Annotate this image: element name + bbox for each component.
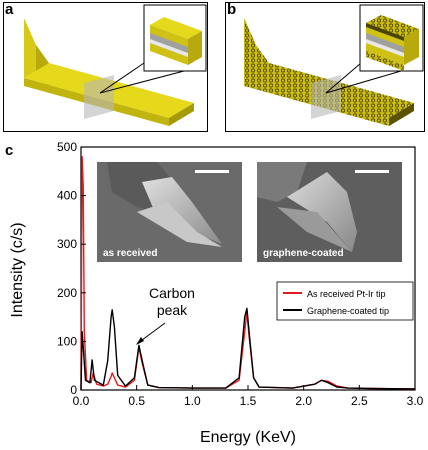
gold-tip-illustration (24, 4, 207, 126)
sem-image-as-received: as received (97, 162, 242, 262)
panel-c-letter: c (5, 142, 14, 159)
annotation-arrowhead (136, 337, 144, 345)
annotation-line1: Carbon (149, 285, 195, 301)
x-tick-label: 0.5 (128, 394, 145, 408)
x-tick-label: 0.0 (73, 394, 90, 408)
y-tick-label: 100 (57, 334, 77, 348)
annotation-line2: peak (157, 302, 188, 318)
panel-b (225, 2, 425, 132)
y-tick-label: 200 (57, 286, 77, 300)
legend-label-as-received: As received Pt-Ir tip (307, 289, 386, 299)
ticks-group: 0.0 0.5 1.0 1.5 2.0 2.5 3.0 0 100 200 300 400 500 (57, 140, 424, 408)
x-tick-label: 3.0 (407, 394, 424, 408)
panel-a-letter: a (5, 1, 14, 18)
section-plane (84, 75, 114, 119)
sem-image-graphene-coated: graphene-coated (257, 162, 402, 262)
y-axis-label: Intensity (c/s) (9, 222, 26, 317)
legend-label-graphene: Graphene-coated tip (307, 306, 389, 316)
scale-bar (355, 170, 389, 173)
sem-label-graphene-coated: graphene-coated (263, 248, 344, 259)
panel-a (3, 2, 208, 132)
y-tick-label: 400 (57, 189, 77, 203)
y-tick-label: 0 (70, 383, 77, 397)
legend: As received Pt-Ir tip Graphene-coated ti… (276, 281, 414, 321)
sem-label-as-received: as received (103, 248, 158, 259)
scale-bar (195, 170, 229, 173)
x-tick-label: 2.5 (351, 394, 368, 408)
graphene-tip-illustration (244, 4, 424, 126)
cantilever-end (169, 103, 194, 126)
series-group (80, 156, 416, 391)
x-tick-label: 1.0 (184, 394, 201, 408)
panel-b-letter: b (227, 1, 237, 18)
x-tick-label: 1.5 (240, 394, 257, 408)
tip-side (24, 18, 36, 78)
series-line-1 (80, 307, 416, 391)
eds-spectrum-chart: 0.0 0.5 1.0 1.5 2.0 2.5 3.0 0 100 200 300 400 500 En… (9, 140, 424, 446)
y-tick-label: 300 (57, 237, 77, 251)
y-tick-label: 500 (57, 140, 77, 154)
x-axis-label: Energy (KeV) (200, 429, 296, 446)
x-tick-label: 2.0 (295, 394, 312, 408)
